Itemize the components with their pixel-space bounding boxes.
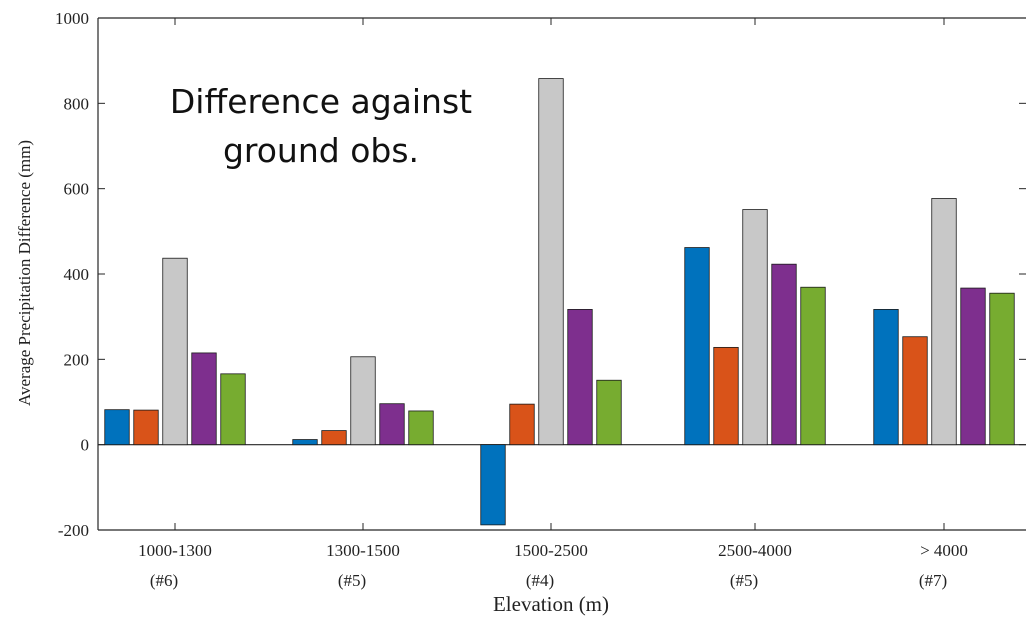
y-tick-labels: -200 0 200 400 600 800 1000 [55,9,89,540]
bar [133,409,159,446]
x-tick-count-label: (#5) [338,571,366,590]
bars-group [104,78,1015,526]
bar [713,346,739,446]
bar [931,198,957,446]
y-tick-label: 400 [64,265,90,284]
bar [509,403,535,446]
bar [989,292,1015,446]
bar [800,286,826,446]
y-tick-label: 0 [81,436,90,455]
bar [162,257,188,446]
bar [480,444,506,526]
y-tick-label: 800 [64,94,90,113]
bar [596,379,622,446]
bar [684,247,710,446]
x-axis-title: Elevation (m) [493,592,609,616]
x-tick-count-label: (#7) [919,571,947,590]
bar [960,287,986,446]
y-axis-title: Average Precipitation Difference (mm) [15,140,34,406]
bar [771,263,797,446]
plot-axes [97,17,1026,531]
bar [408,410,434,446]
bar [902,336,928,446]
bar [191,352,217,446]
annotation-line-1: Difference against [170,82,472,121]
y-tick-label: 1000 [55,9,89,28]
y-tick-label: 200 [64,350,90,369]
x-tick-count-label: (#4) [526,571,554,590]
x-tick-count-label: (#5) [730,571,758,590]
y-tick-label: -200 [58,521,89,540]
x-tick-labels: 1000-1300 (#6) 1300-1500 (#5) 1500-2500 (#4) 2… [138,541,968,590]
bar [220,373,246,446]
x-tick-label: 1500-2500 [514,541,588,560]
annotation-line-2: ground obs. [223,131,419,170]
bar [104,409,130,446]
x-tick-label: 1000-1300 [138,541,212,560]
bar [873,309,899,446]
x-tick-label: 2500-4000 [718,541,792,560]
bar [379,403,405,446]
x-tick-label: > 4000 [920,541,968,560]
bar [742,209,768,446]
y-tick-label: 600 [64,180,90,199]
bar [567,309,593,446]
x-tick-label: 1300-1500 [326,541,400,560]
bar [538,78,564,446]
bar [321,430,347,446]
x-tick-count-label: (#6) [150,571,178,590]
bar [292,439,318,446]
bar [350,356,376,446]
